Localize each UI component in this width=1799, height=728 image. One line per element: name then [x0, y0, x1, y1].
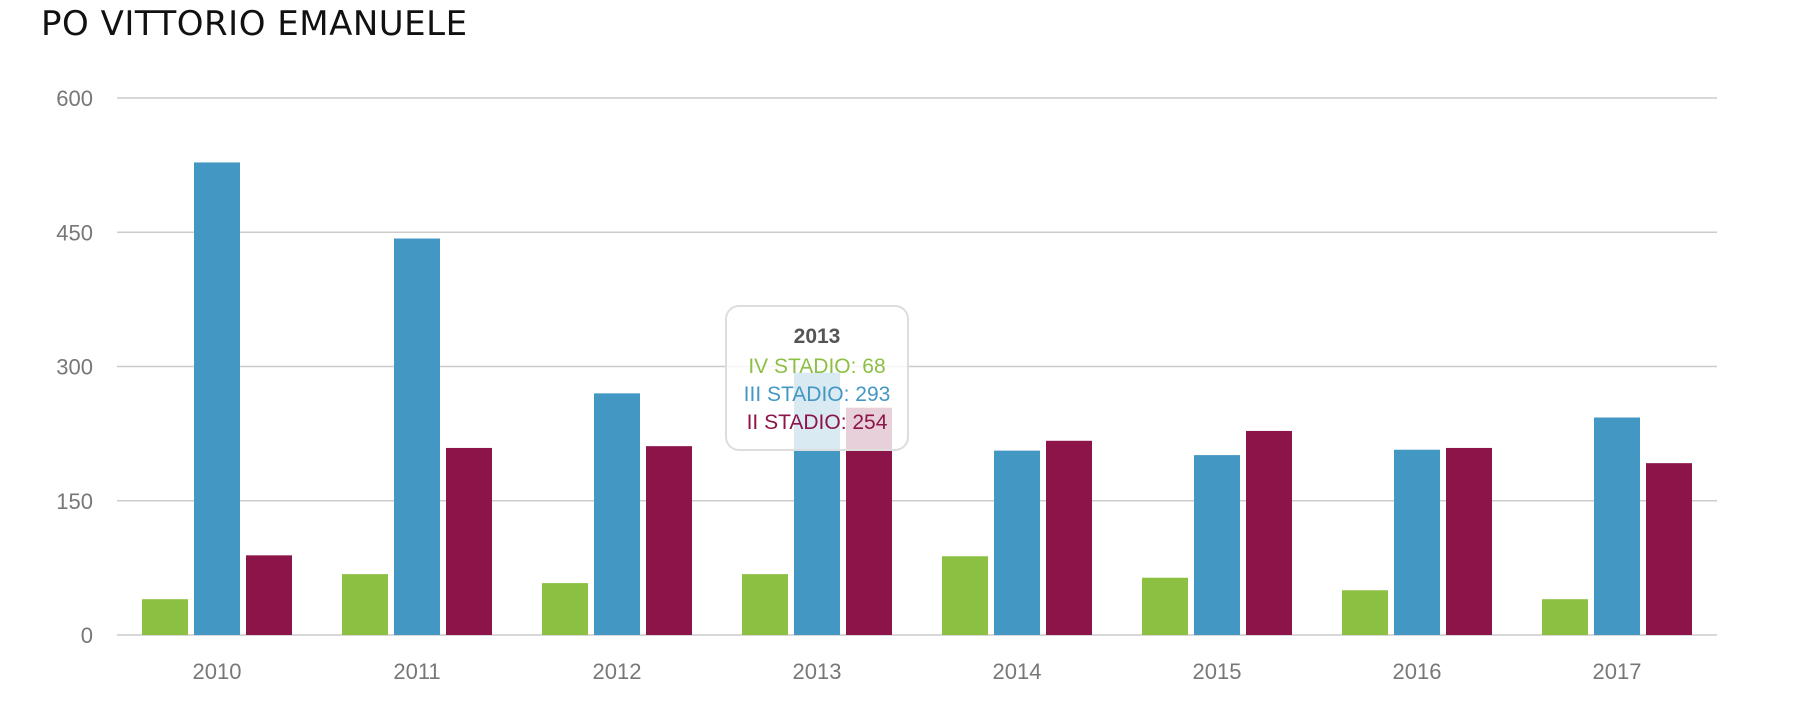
x-tick-label-2015: 2015 [1193, 659, 1242, 684]
bar-ii-stadio-2011[interactable] [446, 447, 492, 635]
x-tick-label-2017: 2017 [1593, 659, 1642, 684]
bar-iii-stadio-2010[interactable] [194, 162, 240, 635]
bar-ii-stadio-2010[interactable] [246, 555, 292, 635]
bar-iv-stadio-2011[interactable] [342, 574, 388, 635]
x-tick-label-2014: 2014 [993, 659, 1042, 684]
tooltip: 2013 IV STADIO: 68 III STADIO: 293 II ST… [725, 305, 909, 451]
bar-iii-stadio-2017[interactable] [1594, 417, 1640, 635]
bar-iv-stadio-2013[interactable] [742, 574, 788, 635]
bar-iii-stadio-2014[interactable] [994, 450, 1040, 635]
chart-title: PO VITTORIO EMANUELE [41, 4, 468, 44]
bar-iii-stadio-2016[interactable] [1394, 449, 1440, 635]
bar-iv-stadio-2012[interactable] [542, 583, 588, 635]
tooltip-title: 2013 [793, 325, 841, 348]
tooltip-line-iii-stadio: III STADIO: 293 [743, 383, 891, 406]
bar-ii-stadio-2017[interactable] [1646, 463, 1692, 635]
bar-iv-stadio-2015[interactable] [1142, 577, 1188, 635]
tooltip-line-ii-stadio: II STADIO: 254 [746, 411, 888, 434]
bar-iv-stadio-2010[interactable] [142, 599, 188, 635]
bar-iv-stadio-2014[interactable] [942, 556, 988, 635]
x-tick-label-2010: 2010 [193, 659, 242, 684]
y-tick-label-600: 600 [56, 86, 93, 111]
bar-ii-stadio-2016[interactable] [1446, 447, 1492, 635]
bars [142, 162, 1692, 635]
x-tick-label-2012: 2012 [593, 659, 642, 684]
x-tick-label-2016: 2016 [1393, 659, 1442, 684]
bar-iv-stadio-2017[interactable] [1542, 599, 1588, 635]
y-tick-label-300: 300 [56, 355, 93, 380]
x-tick-label-2011: 2011 [393, 659, 440, 684]
x-axis: 2010 2011 2012 2013 2014 2015 2016 2017 [193, 659, 1642, 684]
bar-iii-stadio-2015[interactable] [1194, 455, 1240, 635]
bar-ii-stadio-2014[interactable] [1046, 440, 1092, 635]
y-tick-label-150: 150 [56, 489, 93, 514]
bar-iii-stadio-2011[interactable] [394, 238, 440, 635]
bar-iii-stadio-2012[interactable] [594, 393, 640, 635]
y-axis: 0 150 300 450 600 [56, 86, 93, 648]
y-tick-label-0: 0 [81, 623, 93, 648]
x-tick-label-2013: 2013 [793, 659, 842, 684]
bar-ii-stadio-2015[interactable] [1246, 430, 1292, 635]
bar-ii-stadio-2012[interactable] [646, 446, 692, 635]
bar-iv-stadio-2016[interactable] [1342, 590, 1388, 635]
tooltip-line-iv-stadio: IV STADIO: 68 [748, 355, 886, 378]
y-tick-label-450: 450 [56, 220, 93, 245]
